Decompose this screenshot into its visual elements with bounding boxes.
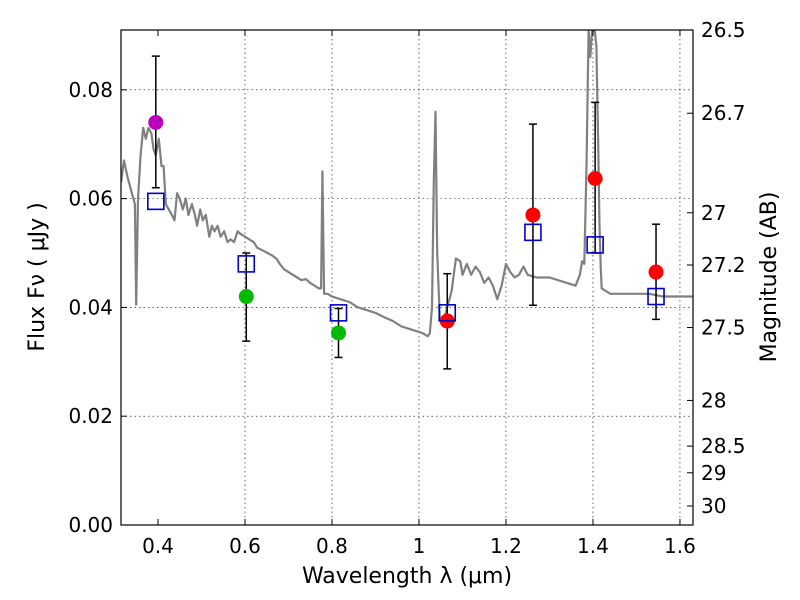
model-point (438, 304, 457, 322)
model-point (329, 304, 348, 322)
axis-ticks: 0.4 0.6 0.8 1 1.2 1.4 1.6 0.00 0.02 0.04 0.06 0.08 2… (68, 18, 745, 558)
x-tick-label: 1.2 (490, 534, 522, 558)
right-tick-label: 29 (701, 461, 726, 485)
y-tick-label: 0.04 (68, 295, 113, 319)
right-tick-label: 27.2 (701, 253, 746, 277)
model-squares (146, 192, 665, 322)
y-tick-label: 0.06 (68, 187, 113, 211)
x-tick-label: 1 (413, 534, 426, 558)
model-point (524, 223, 542, 242)
observed-point (330, 325, 346, 341)
x-tick-label: 1.6 (664, 534, 696, 558)
y-tick-label: 0.08 (68, 78, 113, 102)
observed-point (587, 171, 603, 186)
right-tick-label: 30 (701, 494, 726, 518)
observed-point (648, 264, 664, 280)
y-tick-label: 0.00 (68, 513, 113, 537)
grid-lines (121, 30, 693, 525)
x-tick-label: 0.8 (316, 534, 348, 558)
model-point (586, 236, 604, 254)
model-point (647, 287, 665, 306)
plot-area (121, 30, 693, 370)
right-tick-label: 28.5 (701, 434, 746, 458)
y-tick-label: 0.02 (68, 404, 113, 428)
plot-frame (120, 29, 694, 526)
right-tick-label: 27.5 (701, 316, 746, 340)
x-tick-label: 1.4 (577, 534, 609, 558)
x-tick-label: 0.6 (229, 534, 261, 558)
x-tick-label: 0.4 (142, 534, 174, 558)
right-tick-label: 28 (701, 388, 726, 412)
right-tick-label: 26.7 (701, 101, 746, 125)
observed-point (238, 289, 254, 305)
model-point (146, 192, 165, 211)
model-point (237, 255, 256, 273)
y-axis-label: Flux Fν ( μJy ) (25, 202, 50, 351)
x-axis-label: Wavelength λ (μm) (302, 564, 512, 589)
right-tick-label: 27 (701, 201, 726, 225)
observed-point (148, 114, 164, 130)
observed-point (525, 207, 541, 223)
spectrum-line (121, 30, 693, 338)
plot-background (121, 30, 693, 525)
right-axis-label: Magnitude (AB) (757, 192, 782, 363)
right-tick-label: 26.5 (701, 18, 746, 42)
